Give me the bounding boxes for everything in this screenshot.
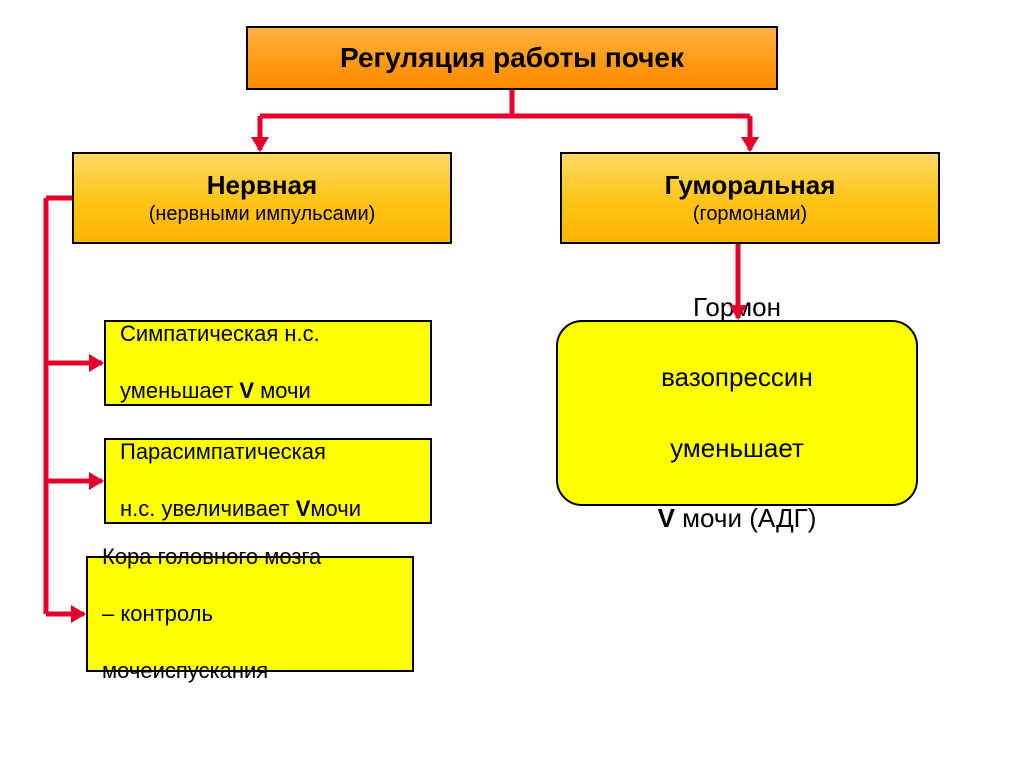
title-box: Регуляция работы почек: [246, 26, 778, 90]
branch-humoral-title: Гуморальная: [665, 170, 836, 201]
branch-nervous-title: Нервная: [207, 170, 317, 201]
left-item-cortex: Кора головного мозга– контрольмочеиспуск…: [86, 556, 414, 672]
branch-nervous-subtitle: (нервными импульсами): [149, 203, 376, 226]
left-item-sympathetic: Симпатическая н.с.уменьшает V мочи: [104, 320, 432, 406]
branch-humoral-subtitle: (гормонами): [693, 203, 807, 226]
branch-humoral: Гуморальная (гормонами): [560, 152, 940, 244]
left-item-parasympathetic: Парасимпатическаян.с. увеличивает Vмочи: [104, 438, 432, 524]
right-item-vasopressin: ГормонвазопрессинуменьшаетV мочи (АДГ): [556, 320, 918, 506]
branch-nervous: Нервная (нервными импульсами): [72, 152, 452, 244]
title-text: Регуляция работы почек: [340, 42, 684, 74]
